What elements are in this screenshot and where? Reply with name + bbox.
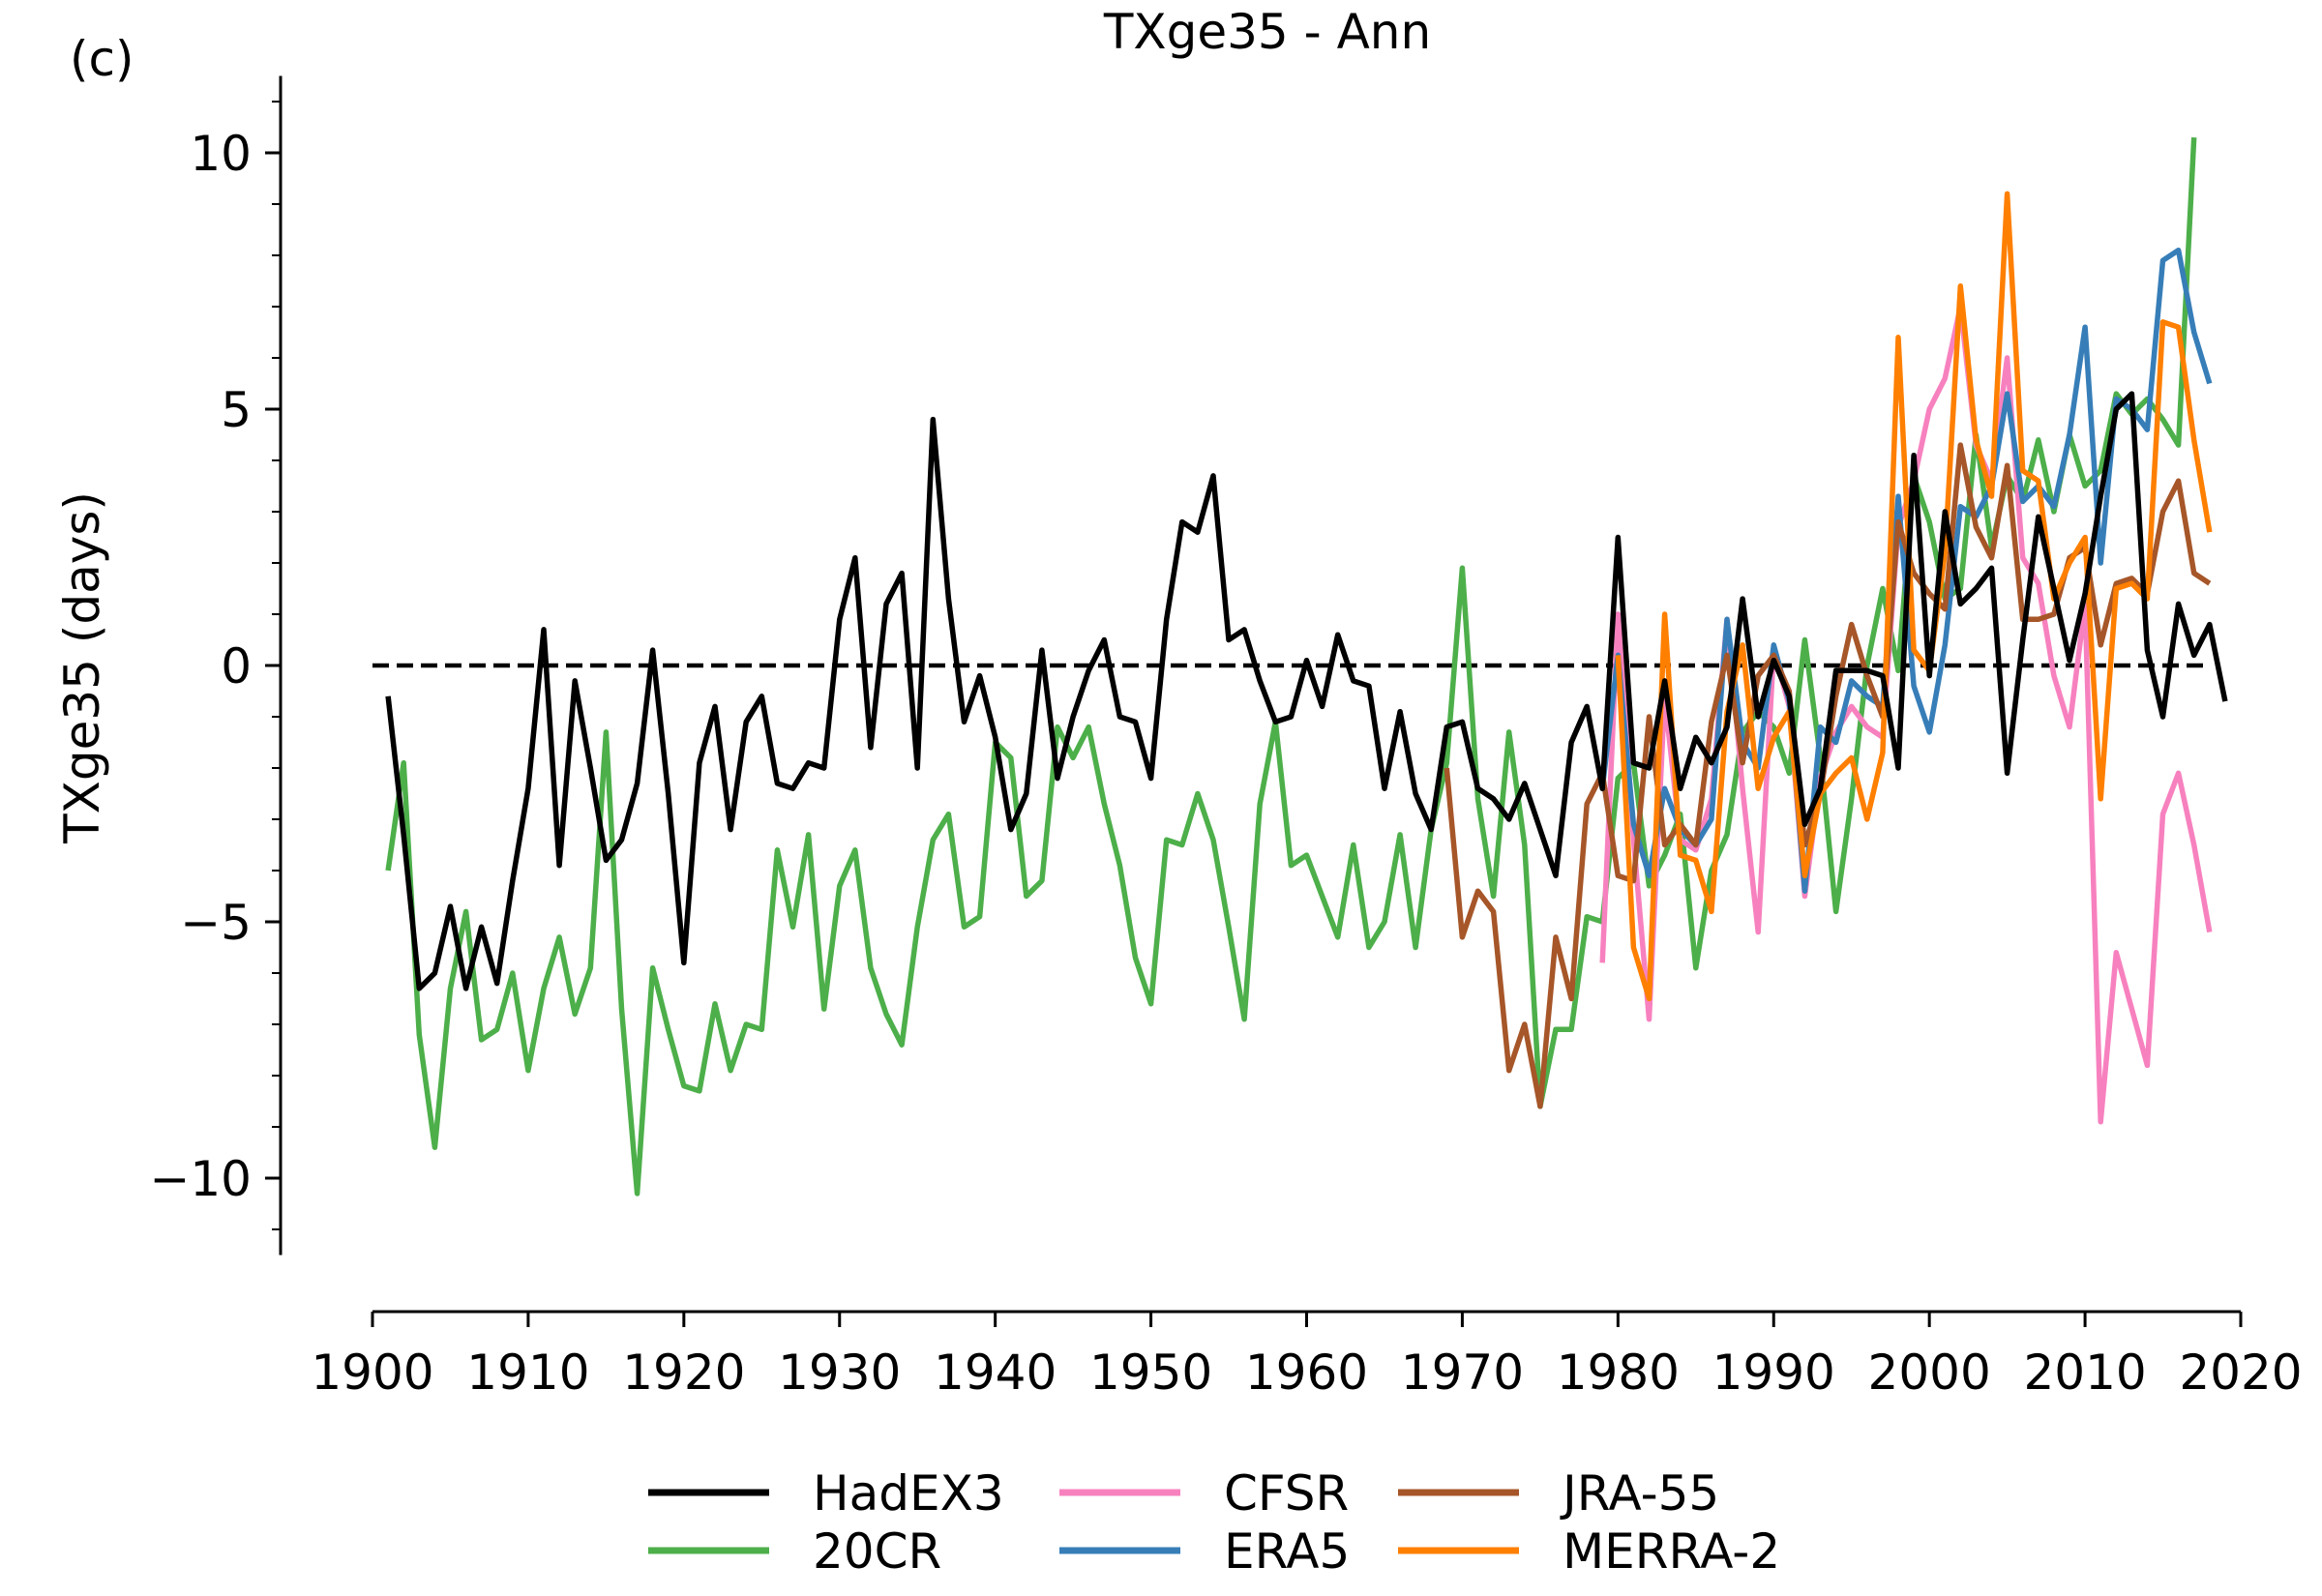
series-line-cfsr bbox=[1599, 304, 2213, 1125]
panel-label: (c) bbox=[70, 31, 134, 87]
legend-label-merra-2: MERRA-2 bbox=[1563, 1523, 1780, 1580]
x-tick-label: 1970 bbox=[1401, 1345, 1524, 1401]
x-tick-label: 2010 bbox=[2023, 1345, 2146, 1401]
y-tick-label: −5 bbox=[180, 895, 252, 951]
y-tick-label: 10 bbox=[190, 126, 252, 182]
legend-label-jra-55: JRA-55 bbox=[1560, 1465, 1719, 1522]
y-axis-label: TXge35 (days) bbox=[54, 491, 110, 844]
legend-label-cfsr: CFSR bbox=[1224, 1465, 1349, 1522]
series-lines bbox=[385, 136, 2228, 1197]
chart-title: TXge35 - Ann bbox=[1103, 4, 1431, 60]
x-tick-label: 2000 bbox=[1868, 1345, 1991, 1401]
x-tick-label: 1900 bbox=[311, 1345, 433, 1401]
y-tick-label: 5 bbox=[221, 382, 252, 438]
legend-label-hadex3: HadEX3 bbox=[813, 1465, 1004, 1522]
x-tick-label: 1960 bbox=[1245, 1345, 1368, 1401]
legend-label-20cr: 20CR bbox=[813, 1523, 941, 1580]
x-axis: 1900 1910 1920 1930 1940 1950 1960 1970 1980 1990… bbox=[311, 1310, 2303, 1401]
x-tick-label: 1910 bbox=[466, 1345, 589, 1401]
x-tick-label: 1980 bbox=[1557, 1345, 1680, 1401]
series-line-20cr bbox=[385, 136, 2197, 1197]
x-tick-label: 1950 bbox=[1089, 1345, 1212, 1401]
x-tick-label: 1930 bbox=[778, 1345, 901, 1401]
series-line-merra-2 bbox=[1615, 191, 2213, 1002]
series-line-hadex3 bbox=[385, 391, 2228, 991]
y-tick-label: 0 bbox=[221, 638, 252, 695]
y-tick-label: −10 bbox=[149, 1151, 252, 1207]
x-tick-label: 2020 bbox=[2179, 1345, 2302, 1401]
x-tick-label: 1990 bbox=[1712, 1345, 1835, 1401]
x-tick-label: 1940 bbox=[934, 1345, 1057, 1401]
y-axis: −10 −5 0 5 10 bbox=[149, 75, 283, 1256]
legend-label-era5: ERA5 bbox=[1224, 1523, 1350, 1580]
x-tick-label: 1920 bbox=[622, 1345, 745, 1401]
